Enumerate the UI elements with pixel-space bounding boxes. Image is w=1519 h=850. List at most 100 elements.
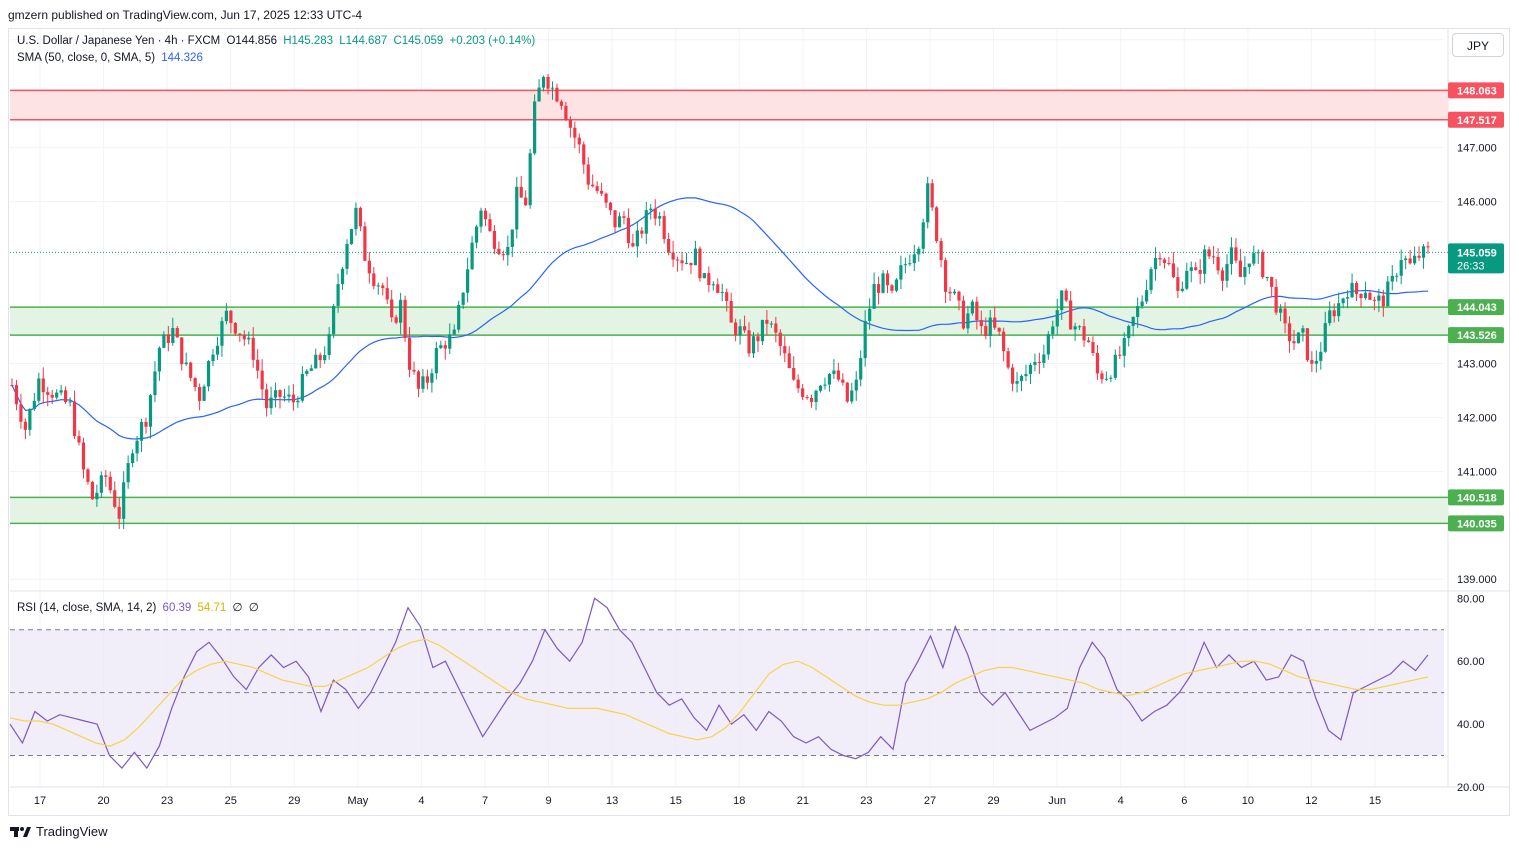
candle-up xyxy=(95,492,99,500)
candle-up xyxy=(970,301,974,314)
candle-up xyxy=(1149,269,1153,291)
candle-down xyxy=(1158,258,1162,260)
currency-button[interactable]: JPY xyxy=(1452,33,1504,57)
time-tick-label: 29 xyxy=(288,795,300,807)
candle-up xyxy=(1229,247,1234,265)
candle-up xyxy=(1104,378,1108,380)
candle-up xyxy=(684,262,689,264)
candle-up xyxy=(693,248,698,266)
zone-price-label: 140.518 xyxy=(1457,492,1497,504)
candle-up xyxy=(515,186,519,230)
candle-up xyxy=(1033,361,1037,365)
candle-down xyxy=(1426,246,1430,248)
candle-up xyxy=(1180,288,1184,291)
candle-down xyxy=(734,322,738,336)
candle-down xyxy=(604,193,608,203)
time-axis: 17 20 23 25 29 May 4 7 9 13 15 18 21 23 27 29 Jun 4 6 10 12 1… xyxy=(34,795,1381,807)
time-tick-label: 15 xyxy=(1369,795,1381,807)
rsi-panel xyxy=(9,597,1444,770)
candle-up xyxy=(966,313,970,329)
candle-down xyxy=(81,442,86,470)
candle-down xyxy=(1381,295,1385,307)
candle-down xyxy=(519,186,523,198)
candle-down xyxy=(756,336,760,342)
candle-down xyxy=(675,259,680,261)
zone-price-label: 148.063 xyxy=(1457,85,1497,97)
price-axis: 149.000147.000146.000143.000142.000141.0… xyxy=(1448,35,1504,794)
zone-price-tag xyxy=(1448,327,1504,344)
low-value: L144.687 xyxy=(339,35,388,47)
candle-down xyxy=(787,353,791,369)
candle-up xyxy=(711,284,715,286)
candle-down xyxy=(193,377,197,388)
candle-up xyxy=(171,328,175,343)
candle-up xyxy=(273,390,278,398)
candle-down xyxy=(778,332,782,347)
candle-down xyxy=(595,186,599,191)
candle-up xyxy=(751,336,756,354)
chart-frame[interactable] xyxy=(8,28,1510,816)
candle-down xyxy=(1234,247,1238,261)
support-1-zone xyxy=(10,307,1448,336)
last-price-label: 145.059 xyxy=(1457,247,1497,259)
candle-down xyxy=(394,317,398,323)
candle-down xyxy=(1176,277,1180,291)
candle-up xyxy=(28,409,32,430)
candle-down xyxy=(559,101,564,106)
candle-down xyxy=(166,334,170,343)
candle-up xyxy=(1046,334,1050,355)
candle-down xyxy=(841,379,845,383)
candle-down xyxy=(1171,263,1175,278)
resistance-zone xyxy=(10,90,1448,120)
zone-price-label: 144.043 xyxy=(1457,302,1497,314)
candle-up xyxy=(818,385,823,391)
price-tick-label: 139.000 xyxy=(1457,574,1497,586)
candle-up xyxy=(162,334,166,348)
candle-up xyxy=(1363,292,1368,299)
candle-down xyxy=(729,301,733,323)
candle-up xyxy=(1265,276,1269,278)
candle-down xyxy=(1095,353,1100,374)
candle-up xyxy=(59,390,63,393)
candle-down xyxy=(233,322,237,334)
candle-down xyxy=(1372,299,1376,301)
candle-up xyxy=(452,329,456,335)
candle-up xyxy=(269,397,273,409)
candle-down xyxy=(385,288,389,300)
candle-up xyxy=(457,304,461,330)
candle-down xyxy=(1002,331,1006,352)
candle-up xyxy=(823,384,827,386)
candle-up xyxy=(899,265,903,280)
candle-down xyxy=(586,164,590,185)
candle-down xyxy=(443,345,447,349)
candle-down xyxy=(1292,341,1296,344)
rsi-legend: RSI (14, close, SMA, 14, 2) 60.39 54.71 … xyxy=(17,600,262,614)
candle-up xyxy=(340,268,345,285)
candle-up xyxy=(1109,377,1113,379)
candle-down xyxy=(291,394,296,403)
candle-up xyxy=(827,374,832,385)
candle-down xyxy=(1408,258,1412,264)
candle-up xyxy=(1122,338,1126,356)
sma-value: 144.326 xyxy=(161,52,203,64)
rsi-tick-label: 80.00 xyxy=(1457,593,1485,605)
candle-up xyxy=(122,482,126,519)
candle-down xyxy=(1238,260,1242,277)
candle-down xyxy=(935,207,939,242)
candle-down xyxy=(805,397,809,399)
candle-down xyxy=(957,291,961,301)
candle-down xyxy=(1283,308,1287,324)
time-tick-label: May xyxy=(347,795,368,807)
candle-down xyxy=(984,326,988,336)
candle-up xyxy=(881,273,885,293)
last-price-tag xyxy=(1448,243,1504,274)
tradingview-logo[interactable]: TradingView xyxy=(10,824,108,839)
candle-down xyxy=(144,421,148,427)
candle-down xyxy=(1211,256,1216,258)
candle-up xyxy=(1136,306,1140,318)
countdown-label: 26:33 xyxy=(1457,260,1485,272)
candle-down xyxy=(555,87,559,102)
candle-up xyxy=(510,229,514,247)
candle-up xyxy=(1060,290,1064,311)
